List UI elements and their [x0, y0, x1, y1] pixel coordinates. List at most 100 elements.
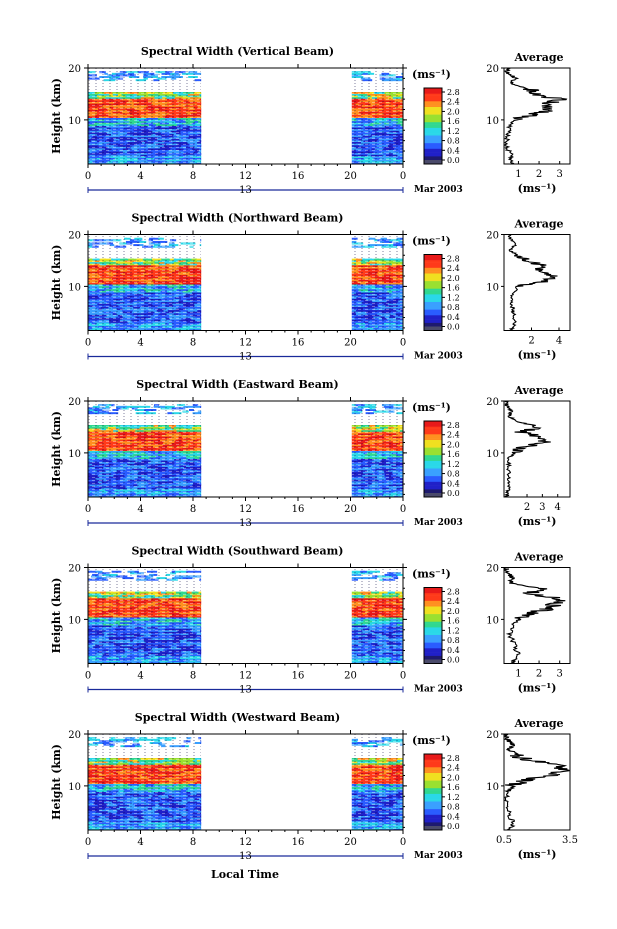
colorbar-swatch — [424, 154, 442, 157]
colorbar-swatch — [424, 256, 442, 259]
colorbar-swatch — [424, 464, 442, 467]
colorbar-swatch — [424, 430, 442, 433]
colorbar-unit: (ms⁻¹) — [412, 68, 451, 81]
panel-3: Spectral Width (Eastward Beam)Height (km… — [50, 378, 571, 529]
colorbar-swatch — [424, 264, 442, 267]
colorbar-swatch — [424, 118, 442, 121]
colorbar-swatch — [424, 598, 442, 602]
x-tick-label: 4 — [137, 504, 143, 515]
avg-y-tick-label: 10 — [486, 282, 499, 293]
colorbar-base — [424, 160, 442, 164]
average-title: Average — [513, 384, 563, 397]
colorbar-swatch — [424, 470, 442, 473]
colorbar-swatch — [424, 129, 442, 132]
heatmap — [88, 567, 404, 664]
colorbar-swatch — [424, 110, 442, 113]
colorbar-swatch — [424, 265, 442, 269]
colorbar-swatch — [424, 275, 442, 278]
colorbar-swatch — [424, 281, 442, 284]
colorbar-tick-label: 1.2 — [447, 293, 460, 302]
colorbar-tick-label: 2.8 — [447, 421, 460, 430]
x-tick-label: 12 — [239, 171, 252, 182]
colorbar-tick-label: 0.0 — [447, 156, 460, 165]
colorbar-swatch — [424, 105, 442, 108]
colorbar-swatch — [424, 99, 442, 102]
colorbar-tick-label: 0.8 — [447, 470, 460, 479]
colorbar-swatch — [424, 459, 442, 462]
colorbar-swatch — [424, 481, 442, 484]
colorbar-swatch — [424, 101, 442, 104]
avg-y-tick-label: 20 — [486, 231, 499, 242]
y-tick-label: 20 — [68, 231, 81, 242]
colorbar-tick-label: 0.0 — [447, 489, 460, 498]
heatmap-texture — [88, 567, 201, 664]
colorbar-swatch — [424, 466, 442, 469]
colorbar-swatch — [424, 313, 442, 316]
colorbar-swatch — [424, 103, 442, 106]
y-tick-label: 20 — [68, 564, 81, 575]
colorbar-tick-label: 2.0 — [447, 440, 460, 449]
colorbar-swatch — [424, 145, 442, 148]
panel-title: Spectral Width (Southward Beam) — [131, 545, 343, 558]
colorbar-swatch — [424, 436, 442, 439]
colorbar-swatch — [424, 269, 442, 272]
heatmap-texture — [351, 401, 403, 497]
colorbar-swatch — [424, 324, 442, 327]
average-title: Average — [513, 218, 563, 231]
colorbar-swatch — [424, 612, 442, 615]
colorbar-swatch — [424, 460, 442, 464]
x-tick-label: 12 — [239, 504, 252, 515]
average-frame — [503, 400, 571, 498]
avg-x-tick-label: 3 — [539, 502, 545, 513]
colorbar-swatch — [424, 597, 442, 600]
colorbar-swatch — [424, 158, 442, 161]
colorbar-frame — [423, 254, 443, 331]
heatmap-texture — [88, 68, 201, 164]
panel-2: Spectral Width (Northward Beam)Height (k… — [50, 212, 571, 363]
colorbar-tick-label: 2.0 — [447, 274, 460, 283]
colorbar-swatch — [424, 141, 442, 144]
colorbar-swatch — [424, 150, 442, 153]
colorbar-swatch — [424, 309, 442, 312]
colorbar-tick-label: 2.4 — [447, 431, 460, 440]
panel-4: Spectral Width (Southward Beam)Height (k… — [50, 545, 571, 696]
colorbar-swatch — [424, 587, 442, 590]
colorbar-swatch — [424, 595, 442, 598]
colorbar-swatch — [424, 260, 442, 263]
colorbar-swatch — [424, 267, 442, 270]
x-tick-label: 8 — [190, 338, 196, 349]
colorbar-swatch — [424, 254, 442, 257]
colorbar-swatch — [424, 298, 442, 301]
panel-title: Spectral Width (Vertical Beam) — [141, 45, 334, 58]
colorbar-swatch — [424, 277, 442, 280]
colorbar-tick-label: 0.8 — [447, 137, 460, 146]
colorbar-tick-label: 2.4 — [447, 98, 460, 107]
colorbar-swatch — [424, 468, 442, 471]
colorbar-swatch — [424, 311, 442, 314]
colorbar-swatch — [424, 135, 442, 138]
date-day: 13 — [239, 518, 252, 529]
colorbar-swatch — [424, 485, 442, 488]
colorbar-swatch — [424, 602, 442, 605]
colorbar-swatch — [424, 593, 442, 596]
x-tick-label: 0 — [85, 338, 91, 349]
colorbar-swatch — [424, 440, 442, 443]
colorbar-swatch — [424, 300, 442, 303]
colorbar-swatch — [424, 124, 442, 127]
avg-y-tick-label: 20 — [486, 397, 499, 408]
colorbar-swatch — [424, 447, 442, 450]
colorbar-swatch — [424, 296, 442, 299]
colorbar-swatch — [424, 317, 442, 320]
x-tick-label: 0 — [400, 171, 406, 182]
x-tick-label: 12 — [239, 338, 252, 349]
colorbar-swatch — [424, 146, 442, 150]
colorbar-swatch — [424, 126, 442, 129]
colorbar-swatch — [424, 432, 442, 435]
x-tick-label: 16 — [292, 171, 305, 182]
colorbar-swatch — [424, 283, 442, 286]
avg-x-tick-label: 1 — [515, 169, 521, 180]
colorbar-swatch — [424, 625, 442, 628]
colorbar-swatch — [424, 294, 442, 297]
average-xlabel: (ms⁻¹) — [518, 349, 557, 362]
